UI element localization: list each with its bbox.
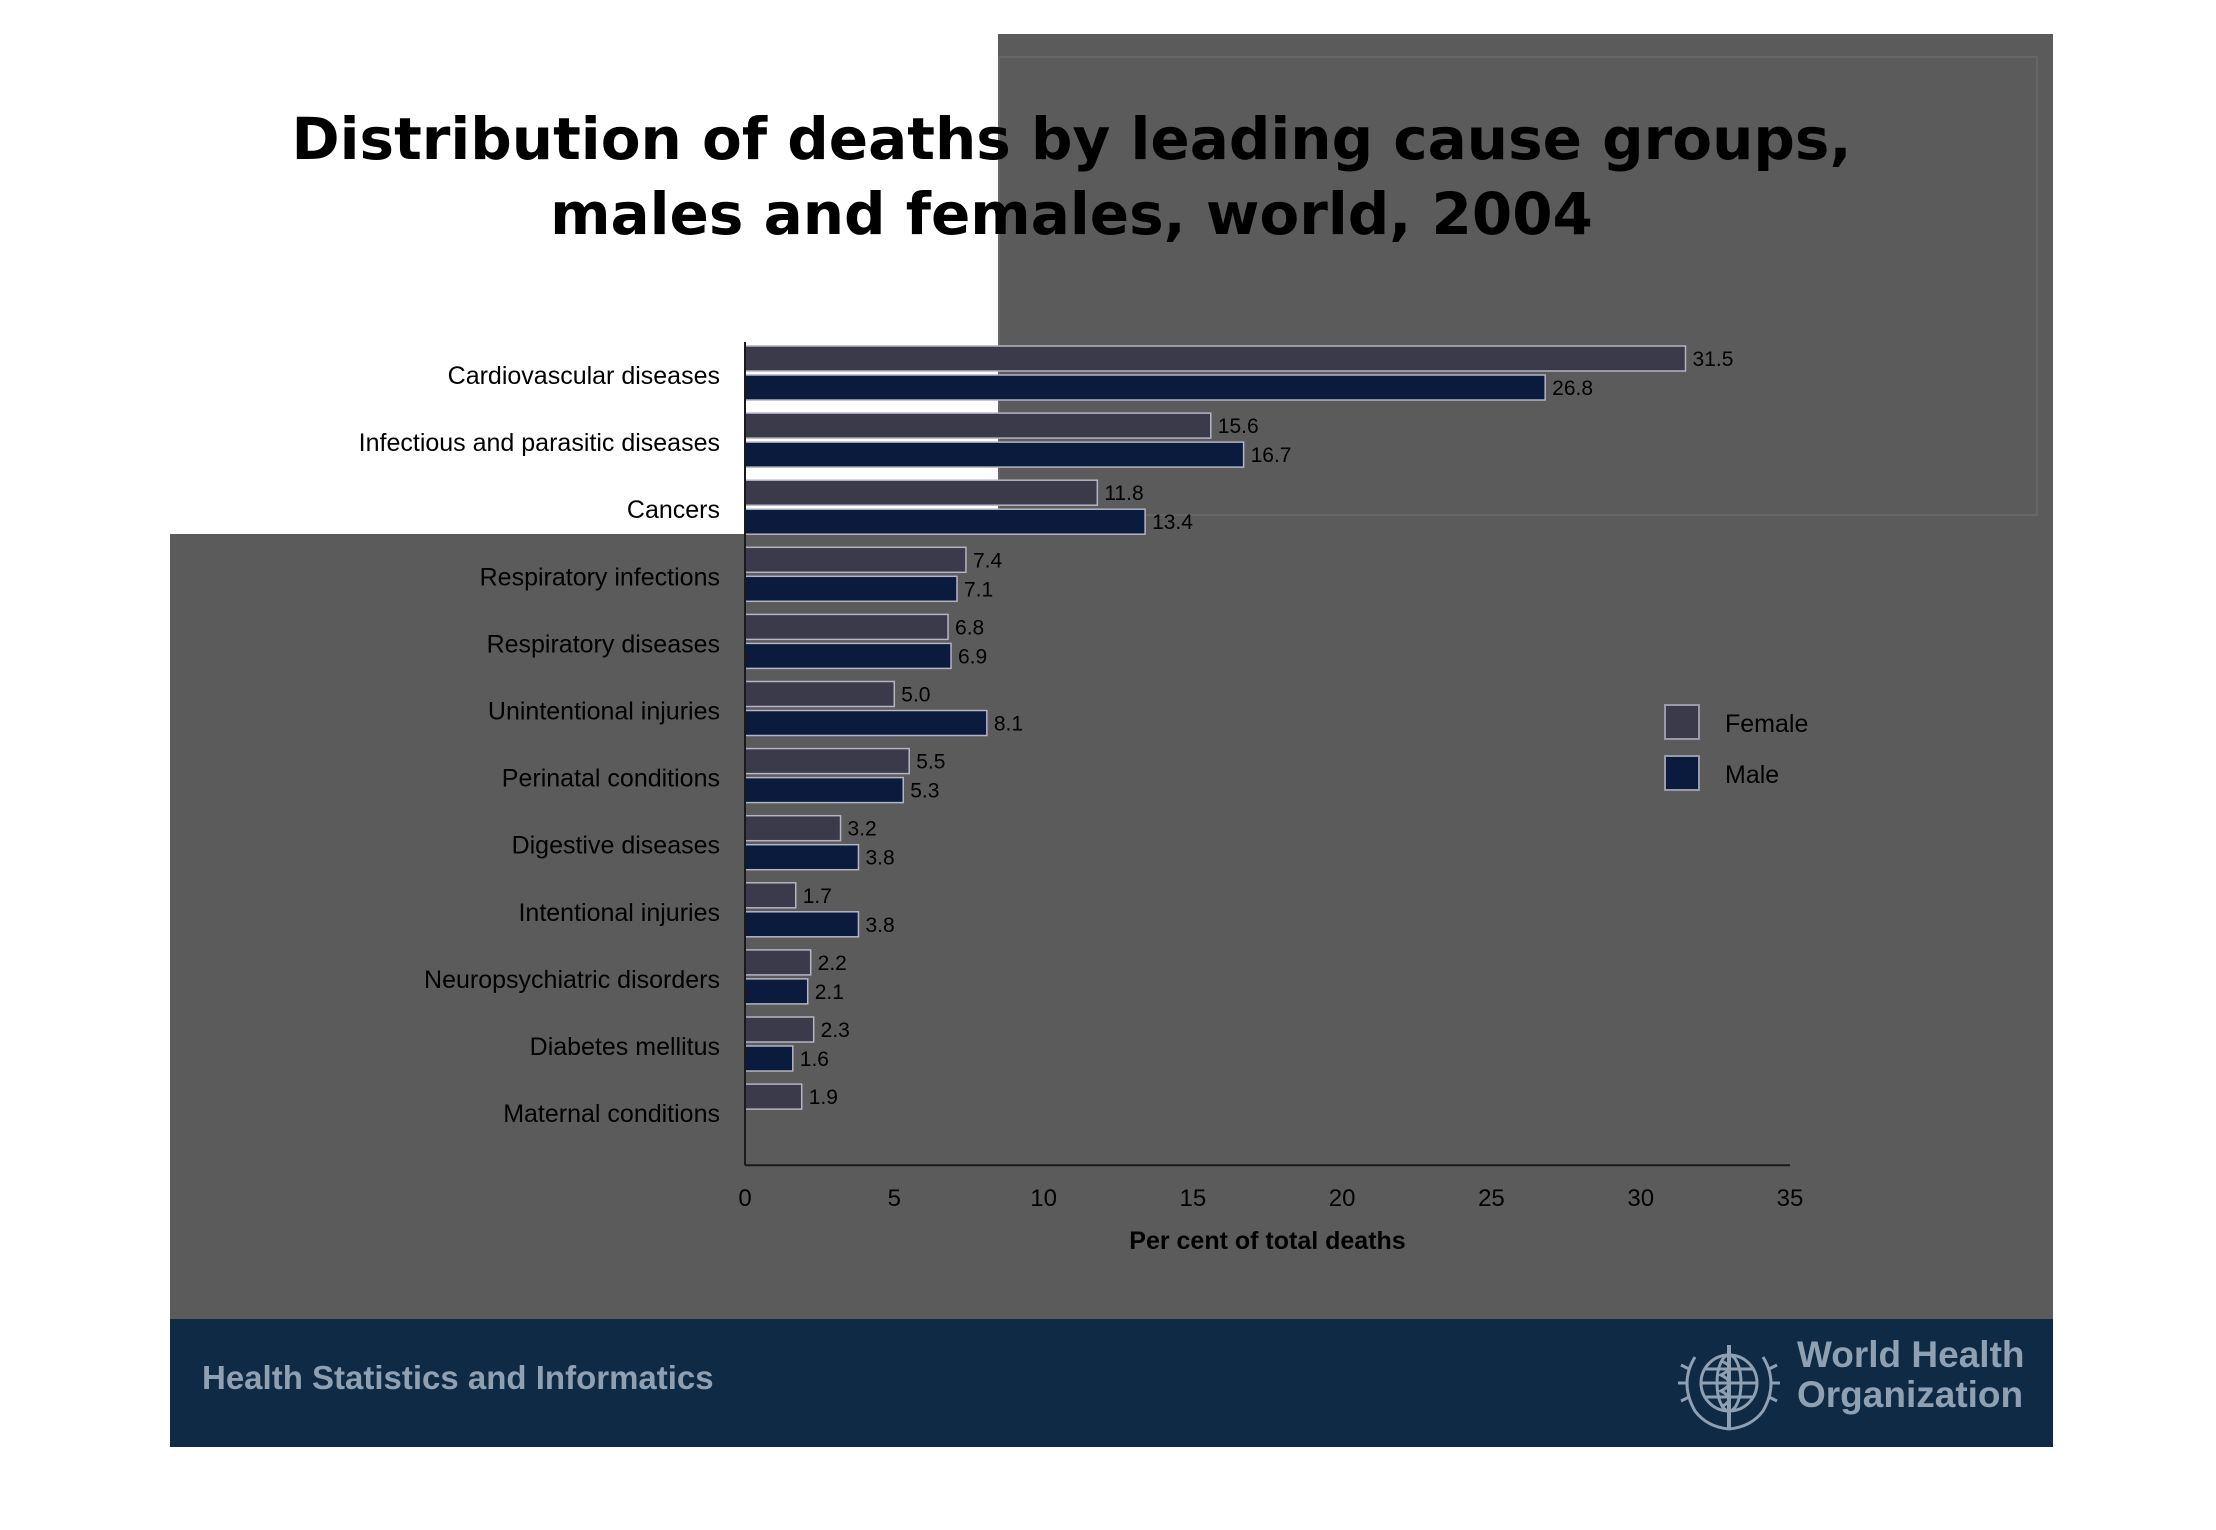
- data-label-male-infectious-and-parasitic-diseases: 16.7: [1251, 444, 1292, 467]
- bar-female-cardiovascular-diseases: [744, 345, 1687, 372]
- legend-swatch-female: [1664, 704, 1700, 740]
- bar-male-perinatal-conditions: [744, 776, 904, 804]
- bar-chart: Cardiovascular diseases 31.5 26.8 Infectiou…: [359, 342, 1808, 1255]
- category-label-intentional-injuries: Intentional injuries: [518, 899, 720, 927]
- category-label-cancers: Cancers: [627, 496, 720, 524]
- data-label-male-perinatal-conditions: 5.3: [910, 780, 939, 803]
- bar-female-respiratory-infections: [744, 546, 967, 574]
- slide-title-line-2: males and females, world, 2004: [550, 180, 1593, 248]
- bar-male-respiratory-diseases: [744, 642, 952, 670]
- category-label-diabetes-mellitus: Diabetes mellitus: [530, 1033, 720, 1061]
- who-logo-text: World Health Organization: [1797, 1335, 2025, 1415]
- bar-male-digestive-diseases: [744, 843, 860, 871]
- x-tick-label-0: 0: [738, 1185, 751, 1212]
- x-tick-label-5: 5: [888, 1185, 901, 1212]
- who-logo-line-2: Organization: [1797, 1374, 2024, 1415]
- slide: Distribution of deaths by leading cause …: [170, 34, 2053, 1447]
- data-label-female-infectious-and-parasitic-diseases: 15.6: [1218, 415, 1259, 438]
- data-label-male-respiratory-infections: 7.1: [964, 578, 993, 601]
- bar-male-diabetes-mellitus: [744, 1045, 794, 1072]
- data-label-female-maternal-conditions: 1.9: [809, 1086, 838, 1109]
- bar-male-cardiovascular-diseases: [744, 374, 1546, 401]
- data-label-female-neuropsychiatric-disorders: 2.2: [818, 952, 847, 975]
- data-label-male-digestive-diseases: 3.8: [865, 847, 894, 870]
- x-tick-label-20: 20: [1329, 1185, 1356, 1212]
- slide-title: Distribution of deaths by leading cause …: [170, 102, 1973, 252]
- data-label-male-unintentional-injuries: 8.1: [994, 713, 1023, 736]
- bar-female-intentional-injuries: [744, 882, 797, 909]
- x-tick-label-30: 30: [1627, 1185, 1654, 1212]
- bar-female-neuropsychiatric-disorders: [744, 949, 812, 976]
- data-label-female-cancers: 11.8: [1104, 482, 1143, 505]
- x-tick-label-15: 15: [1180, 1185, 1207, 1212]
- category-label-respiratory-diseases: Respiratory diseases: [487, 630, 720, 658]
- data-label-female-diabetes-mellitus: 2.3: [821, 1019, 850, 1042]
- data-label-female-digestive-diseases: 3.2: [848, 818, 877, 841]
- legend-swatch-male: [1664, 755, 1700, 791]
- category-label-infectious-and-parasitic-diseases: Infectious and parasitic diseases: [359, 429, 720, 457]
- data-label-female-unintentional-injuries: 5.0: [901, 684, 930, 707]
- data-label-female-perinatal-conditions: 5.5: [916, 751, 945, 774]
- data-label-female-intentional-injuries: 1.7: [803, 885, 832, 908]
- bar-female-diabetes-mellitus: [744, 1016, 815, 1043]
- x-axis-title: Per cent of total deaths: [1129, 1227, 1405, 1255]
- category-label-unintentional-injuries: Unintentional injuries: [488, 698, 720, 726]
- bar-female-digestive-diseases: [744, 814, 842, 842]
- who-emblem-icon: [1678, 1345, 1780, 1431]
- data-label-male-intentional-injuries: 3.8: [865, 914, 894, 937]
- data-label-female-respiratory-diseases: 6.8: [955, 616, 984, 639]
- data-label-male-neuropsychiatric-disorders: 2.1: [815, 981, 844, 1004]
- slide-inner-frame: [998, 56, 2038, 516]
- category-label-digestive-diseases: Digestive diseases: [512, 832, 720, 860]
- data-label-male-cardiovascular-diseases: 26.8: [1552, 377, 1593, 400]
- bar-male-respiratory-infections: [744, 575, 958, 603]
- data-label-male-diabetes-mellitus: 1.6: [800, 1048, 829, 1071]
- bar-male-infectious-and-parasitic-diseases: [744, 441, 1245, 468]
- legend-label-male: Male: [1725, 761, 1779, 789]
- x-tick-label-35: 35: [1777, 1185, 1804, 1212]
- data-label-female-cardiovascular-diseases: 31.5: [1693, 348, 1734, 371]
- data-label-male-cancers: 13.4: [1152, 511, 1193, 534]
- bar-female-perinatal-conditions: [744, 747, 910, 775]
- category-label-maternal-conditions: Maternal conditions: [503, 1100, 720, 1128]
- footer-bar: Health Statistics and Informatics World …: [170, 1319, 2053, 1447]
- bar-female-cancers: [744, 479, 1099, 506]
- bar-female-infectious-and-parasitic-diseases: [744, 412, 1212, 439]
- bar-male-intentional-injuries: [744, 911, 860, 938]
- legend-label-female: Female: [1725, 710, 1808, 738]
- bar-female-maternal-conditions: [744, 1083, 803, 1110]
- x-tick-label-10: 10: [1030, 1185, 1057, 1212]
- who-logo-line-1: World Health: [1797, 1334, 2025, 1375]
- category-label-cardiovascular-diseases: Cardiovascular diseases: [448, 362, 720, 390]
- bar-male-cancers: [744, 508, 1146, 535]
- bar-female-respiratory-diseases: [744, 613, 949, 641]
- data-label-female-respiratory-infections: 7.4: [973, 549, 1003, 572]
- category-label-neuropsychiatric-disorders: Neuropsychiatric disorders: [424, 966, 720, 994]
- bar-male-unintentional-injuries: [744, 709, 988, 737]
- data-label-male-respiratory-diseases: 6.9: [958, 645, 987, 668]
- bar-male-neuropsychiatric-disorders: [744, 978, 809, 1005]
- category-label-perinatal-conditions: Perinatal conditions: [502, 765, 720, 793]
- footer-department-text: Health Statistics and Informatics: [202, 1359, 714, 1396]
- bar-female-unintentional-injuries: [744, 680, 896, 708]
- slide-title-line-1: Distribution of deaths by leading cause …: [291, 105, 1852, 173]
- category-label-respiratory-infections: Respiratory infections: [480, 563, 720, 591]
- x-tick-label-25: 25: [1478, 1185, 1505, 1212]
